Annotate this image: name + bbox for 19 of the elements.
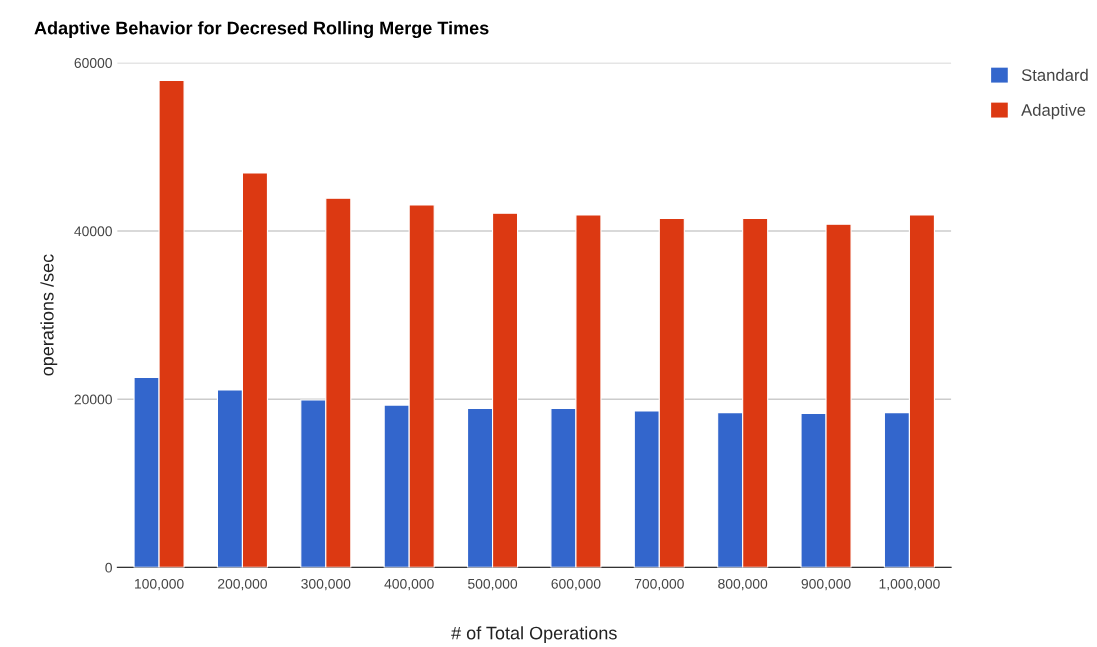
y-axis-title: operations /sec (40, 254, 58, 376)
x-tick-label: 600,000 (551, 578, 601, 591)
x-tick-label: 500,000 (468, 578, 518, 591)
x-tick-label: 700,000 (634, 578, 684, 591)
y-tick-label: 0 (105, 562, 112, 573)
x-axis-title: # of Total Operations (451, 626, 617, 644)
y-tick-label: 20000 (74, 394, 112, 405)
x-tick-label: 1,000,000 (879, 578, 940, 591)
chart-title: Adaptive Behavior for Decresed Rolling Merge Times (34, 21, 489, 39)
x-tick-label: 200,000 (218, 578, 267, 591)
y-tick-label: 40000 (74, 226, 112, 237)
legend-label: Adaptive (1021, 103, 1086, 120)
legend-label: Standard (1021, 68, 1088, 81)
x-tick-label: 900,000 (801, 578, 851, 591)
x-tick-label: 400,000 (384, 578, 434, 591)
y-tick-label: 60000 (74, 58, 112, 68)
x-tick-label: 800,000 (718, 578, 768, 591)
x-tick-label: 100,000 (135, 578, 184, 591)
x-tick-label: 300,000 (301, 578, 351, 591)
